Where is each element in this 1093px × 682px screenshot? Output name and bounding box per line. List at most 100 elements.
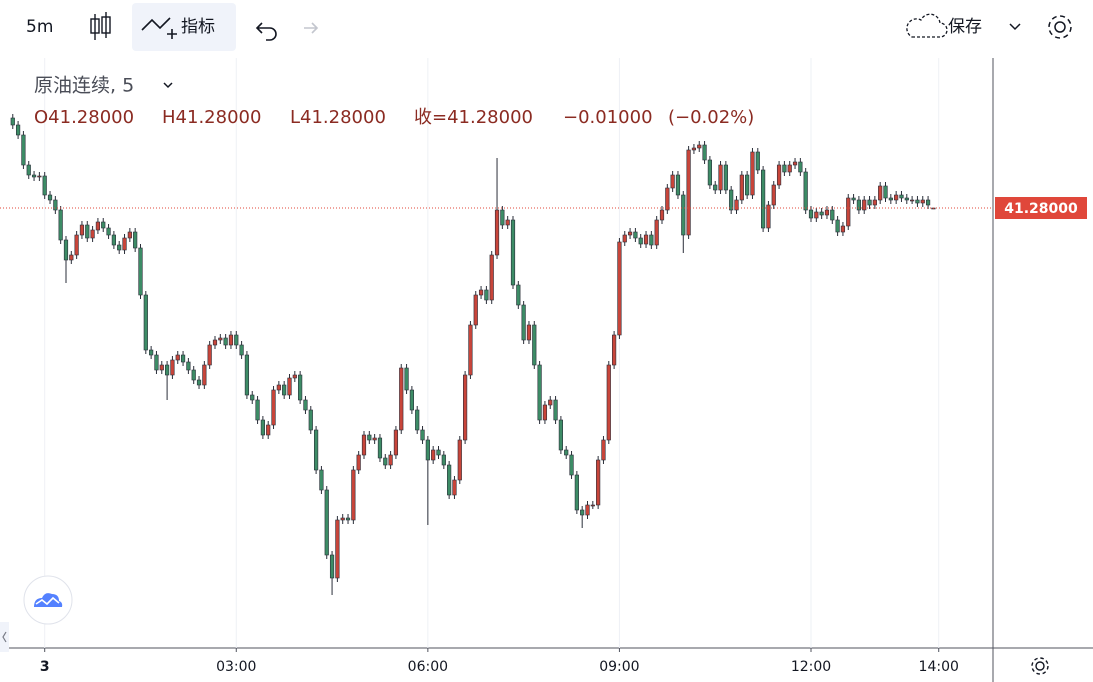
undo-button[interactable] [255, 22, 277, 41]
candle-body [372, 437, 377, 441]
candle-body [143, 294, 148, 351]
candle-body [755, 151, 760, 171]
candle-body [250, 394, 255, 401]
toolbar: 5m 指标 保存 [26, 3, 1072, 51]
cloud-save-icon[interactable] [906, 13, 948, 38]
candle [478, 286, 484, 299]
candle-body [447, 464, 452, 496]
save-menu-chevron[interactable] [1009, 23, 1021, 31]
candle [665, 184, 670, 214]
candle [734, 196, 739, 214]
candle-body [42, 175, 47, 196]
candle [745, 171, 750, 199]
candle-body [37, 175, 42, 178]
candle [851, 194, 856, 204]
candle-body [542, 404, 548, 421]
candle-body [723, 164, 728, 191]
candle-body [473, 294, 478, 326]
candle-body [633, 231, 638, 239]
indicators-button[interactable] [132, 3, 236, 51]
candle-body [15, 124, 21, 136]
candle [345, 514, 351, 524]
candle-body [532, 324, 537, 366]
candle-body [574, 474, 579, 511]
candle [388, 451, 393, 469]
candle-body [212, 339, 218, 346]
candle [601, 436, 606, 464]
settings-button[interactable] [1048, 15, 1072, 39]
axis-settings-button[interactable] [1031, 657, 1049, 675]
candle-body [468, 324, 473, 376]
candle-body [298, 374, 303, 401]
candle [803, 168, 808, 214]
candle-body [830, 209, 835, 221]
candle [377, 434, 383, 462]
candle-body [734, 199, 739, 211]
candle [26, 161, 31, 179]
candle [925, 196, 931, 209]
indicators-plus [167, 29, 177, 39]
candle-body [335, 519, 340, 579]
candle-body [324, 489, 329, 556]
candle-body [457, 439, 462, 481]
indicators-label[interactable]: 指标 [181, 17, 215, 37]
collapse-tab[interactable] [0, 622, 9, 652]
candle [133, 228, 138, 252]
candle-body [95, 221, 101, 231]
candle [282, 381, 287, 399]
candle-body [303, 399, 308, 411]
candle-body [649, 234, 654, 246]
candle [691, 144, 697, 154]
candle [164, 361, 170, 400]
candle [824, 206, 830, 219]
legend-chevron[interactable] [163, 82, 173, 89]
candle [143, 291, 148, 354]
candle-body [569, 454, 574, 476]
legend-high: H41.28000 [162, 107, 261, 128]
candle-body [899, 194, 904, 199]
legend-change: −0.01000 [563, 107, 653, 128]
candle-body [894, 194, 899, 201]
candle [755, 148, 760, 174]
candle [771, 181, 776, 209]
indicators-icon [141, 17, 171, 31]
candle-body [766, 204, 771, 229]
candle [856, 196, 861, 214]
legend-open: O41.28000 [34, 107, 134, 128]
candle [127, 228, 132, 242]
candle [159, 361, 164, 374]
candle-body [31, 174, 37, 178]
candle [287, 374, 292, 399]
logo-button[interactable] [23, 575, 73, 625]
candle [21, 131, 26, 169]
save-button[interactable]: 保存 [948, 17, 982, 37]
candle-body [202, 364, 207, 386]
candle [271, 386, 276, 429]
candle [58, 206, 63, 244]
x-tick-label: 09:00 [599, 659, 639, 675]
candle [718, 161, 723, 194]
candle [79, 221, 85, 239]
chart-type-button[interactable] [90, 12, 111, 40]
candle [255, 396, 260, 424]
interval-button[interactable]: 5m [26, 17, 53, 37]
candle-body [436, 449, 441, 456]
candle-body [910, 199, 915, 202]
candle [510, 216, 516, 289]
candle-body [878, 185, 883, 201]
legend-change-pct: (−0.02%) [668, 107, 754, 128]
candle [798, 158, 803, 176]
candle [878, 182, 883, 204]
candle [505, 216, 510, 229]
candle [111, 231, 116, 249]
redo-button[interactable] [304, 22, 319, 34]
candle [457, 436, 462, 484]
legend-close: 收=41.28000 [414, 107, 533, 128]
candle [729, 186, 734, 214]
candle [707, 156, 712, 189]
candle [766, 201, 771, 232]
candle [654, 216, 659, 249]
candle [915, 196, 920, 207]
candle [723, 161, 728, 194]
candle [526, 321, 532, 344]
